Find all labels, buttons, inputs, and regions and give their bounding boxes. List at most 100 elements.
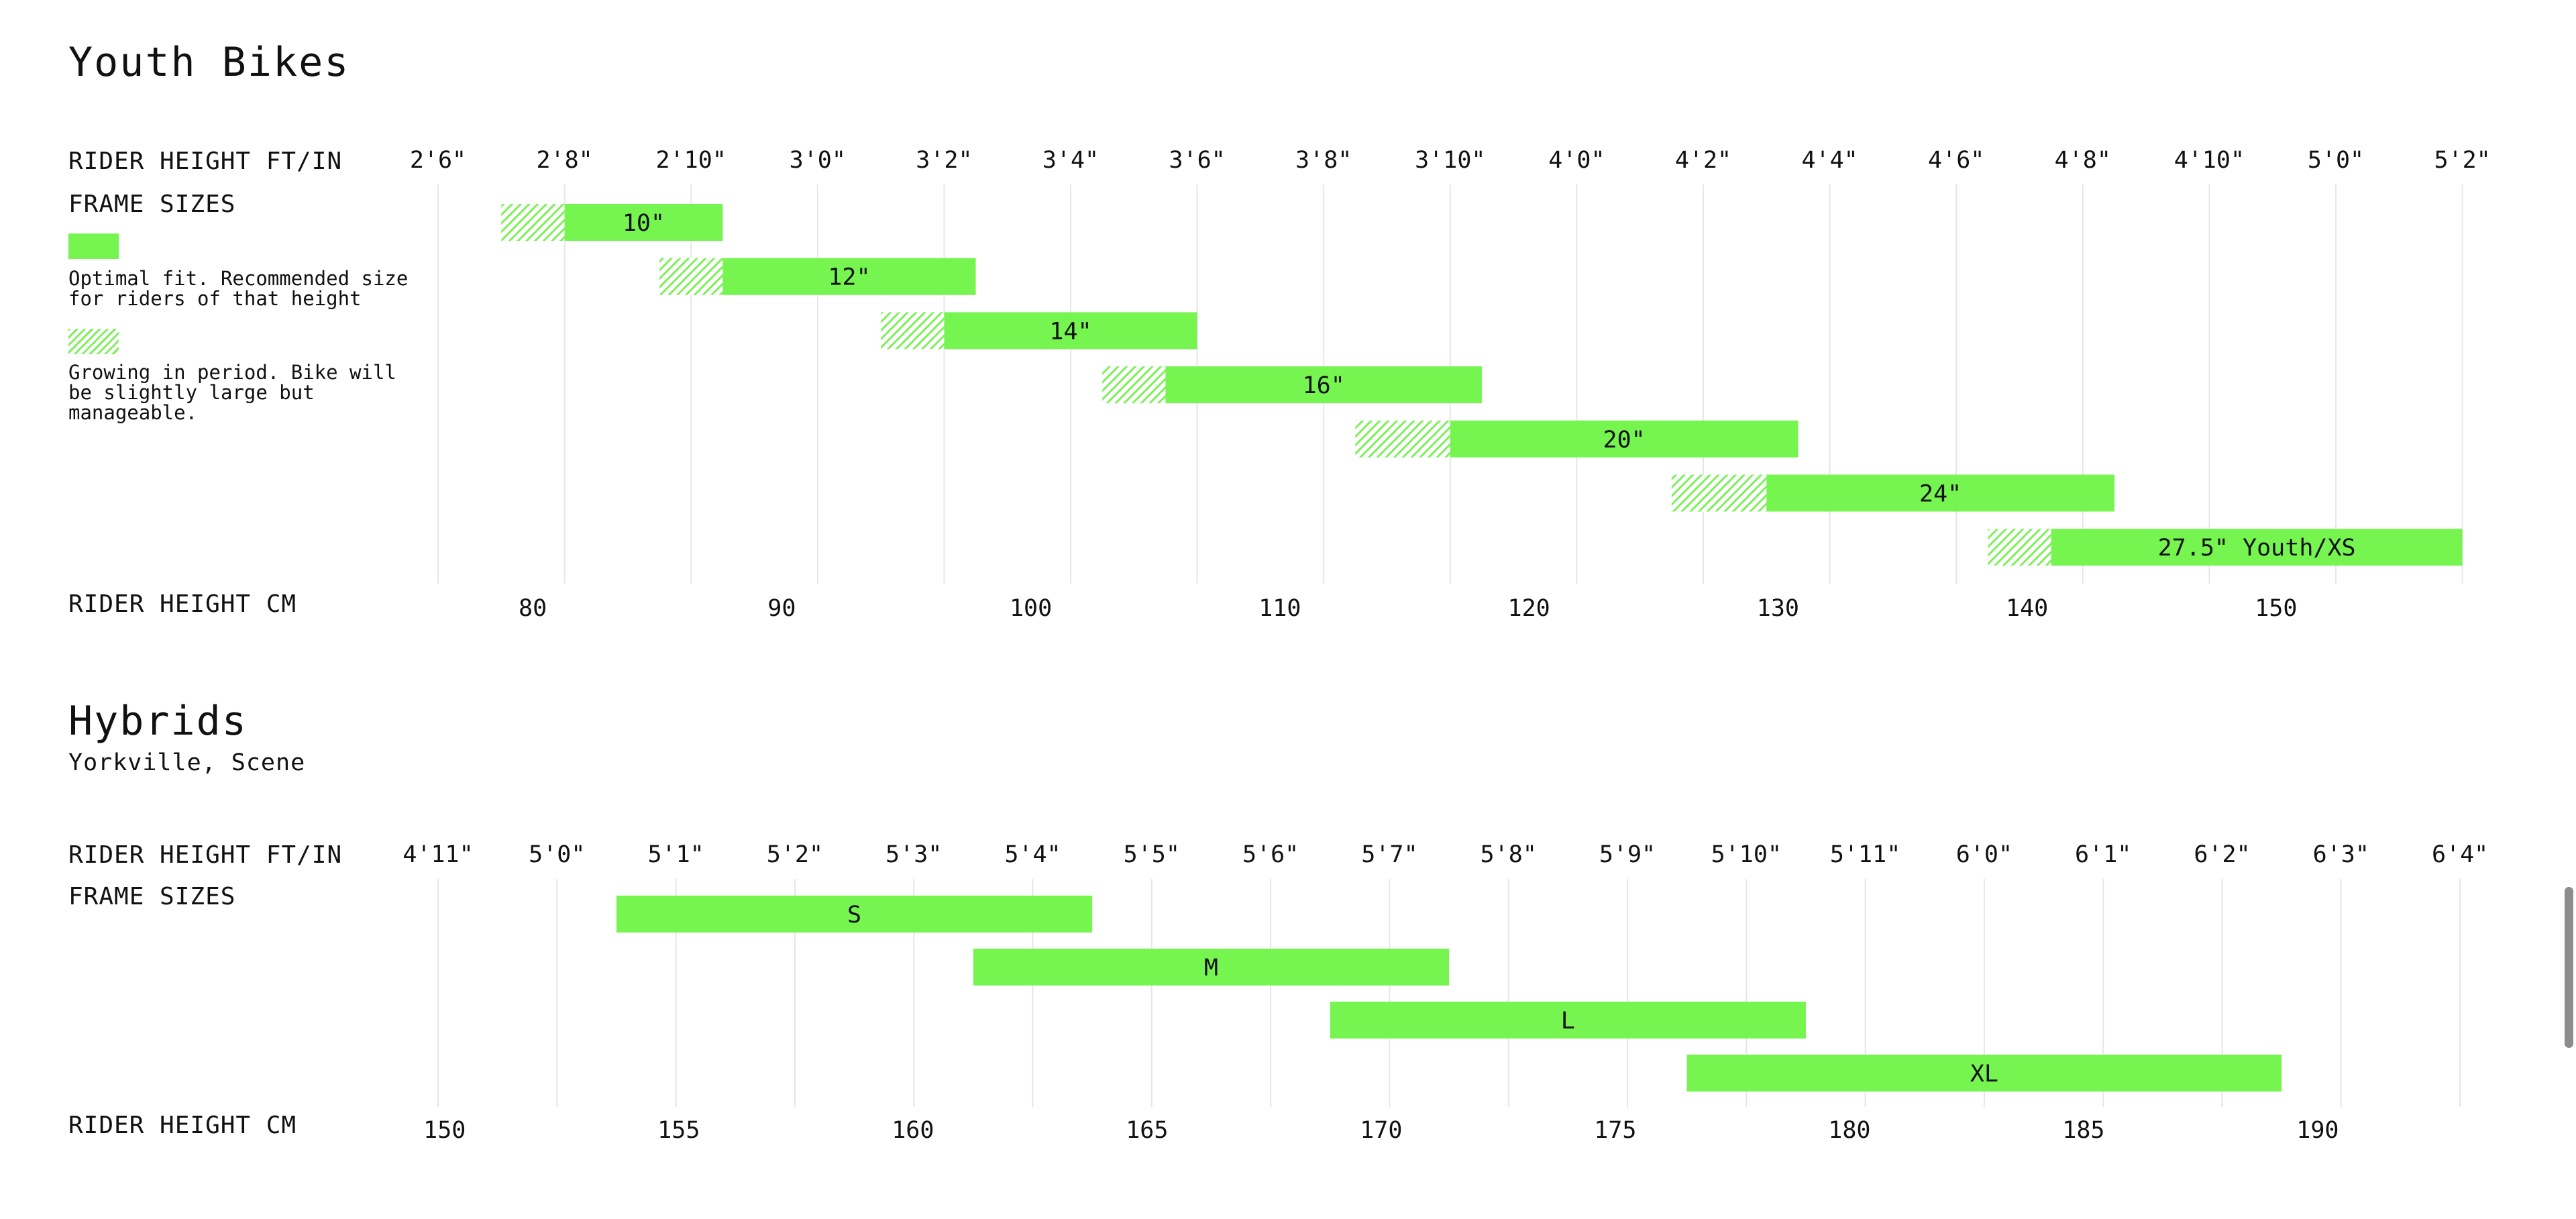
frame-size-label: XL: [1970, 1061, 1998, 1088]
frame-bar-2: 12": [659, 258, 976, 295]
ft-tick-label: 6'3": [2313, 841, 2369, 868]
optimal-segment: [1686, 1055, 2282, 1092]
frame-bar-7: 27.5" Youth/XS: [1988, 529, 2463, 566]
cm-tick-label: 190: [2296, 1117, 2339, 1144]
ft-tick-label: 5'6": [1242, 841, 1299, 868]
ft-tick-label: 5'2": [767, 841, 823, 868]
ft-tick-label: 5'8": [1481, 841, 1537, 868]
frame-size-label: S: [847, 902, 861, 929]
frame-bar-s: S: [616, 896, 1093, 933]
hybrids-frame-bars: S M L XL: [616, 896, 2282, 1092]
frame-size-label: 20": [1603, 427, 1646, 454]
ft-tick-label: 4'6": [1928, 147, 1984, 174]
frame-bar-m: M: [973, 949, 1450, 986]
youth-frame-bars: 10" 12" 14" 16" 20" 24" 27.5" Youth/XS: [501, 204, 2463, 566]
cm-tick-label: 160: [892, 1117, 934, 1144]
frame-size-label: M: [1204, 955, 1218, 982]
ft-tick-label: 6'4": [2432, 841, 2488, 868]
growing-segment: [1355, 420, 1450, 458]
cm-tick-label: 90: [767, 595, 796, 622]
growing-segment: [501, 204, 565, 241]
cm-tick-label: 155: [657, 1117, 700, 1144]
optimal-segment: [944, 312, 1197, 350]
cm-tick-label: 130: [1757, 595, 1799, 622]
ft-tick-label: 4'2": [1675, 147, 1731, 174]
frame-bar-5: 20": [1355, 420, 1799, 458]
ft-tick-label: 4'10": [2174, 147, 2245, 174]
ft-tick-label: 5'11": [1830, 841, 1900, 868]
frame-size-label: 14": [1049, 318, 1091, 345]
optimal-segment: [722, 258, 976, 295]
ft-tick-label: 5'9": [1599, 841, 1656, 868]
cm-tick-label: 175: [1594, 1117, 1636, 1144]
ft-tick-label: 5'10": [1711, 841, 1782, 868]
cm-tick-label: 100: [1010, 595, 1052, 622]
ft-tick-label: 4'0": [1548, 147, 1605, 174]
cm-tick-label: 110: [1258, 595, 1301, 622]
ft-tick-label: 3'8": [1295, 147, 1352, 174]
ft-tick-label: 5'5": [1124, 841, 1180, 868]
ft-tick-label: 4'11": [402, 841, 473, 868]
hybrids-size-chart: 4'11" 5'0" 5'1" 5'2" 5'3" 5'4" 5'5" 5'6" 5'7" 5'8…: [402, 841, 2488, 1144]
frame-bar-l: L: [1330, 1002, 1806, 1039]
growing-segment: [1102, 366, 1166, 404]
cm-tick-label: 150: [2255, 595, 2297, 622]
ft-tick-label: 3'6": [1169, 147, 1225, 174]
cm-tick-label: 150: [423, 1117, 466, 1144]
ft-tick-label: 6'1": [2075, 841, 2131, 868]
frame-size-label: 16": [1303, 372, 1345, 399]
frame-bar-1: 10": [501, 204, 723, 241]
youth-gridlines: [437, 184, 2463, 584]
frame-bar-xl: XL: [1686, 1055, 2282, 1092]
youth-rider-height-cm-label: RIDER HEIGHT CM: [68, 590, 297, 618]
ft-tick-label: 3'4": [1042, 147, 1099, 174]
hybrids-rider-height-ftin-label: RIDER HEIGHT FT/IN: [68, 841, 343, 869]
cm-tick-label: 180: [1828, 1117, 1870, 1144]
cm-tick-label: 165: [1126, 1117, 1168, 1144]
ft-tick-label: 5'3": [885, 841, 942, 868]
ft-tick-label: 5'0": [529, 841, 585, 868]
ft-tick-label: 5'1": [647, 841, 704, 868]
youth-ft-tick-labels: 2'6" 2'8" 2'10" 3'0" 3'2" 3'4" 3'6" 3'8" 3'10" 4'…: [410, 147, 2491, 174]
cm-tick-label: 140: [2006, 595, 2048, 622]
growing-segment: [881, 312, 945, 350]
frame-bar-6: 24": [1671, 474, 2114, 512]
frame-size-label: L: [1561, 1008, 1575, 1035]
frame-bar-3: 14": [881, 312, 1197, 350]
youth-frame-sizes-label: FRAME SIZES: [68, 191, 236, 218]
scrollbar-thumb[interactable]: [2565, 887, 2573, 1048]
legend-growing-text: Growing in period. Bike will be slightly…: [68, 361, 396, 424]
frame-size-label: 12": [828, 264, 870, 291]
ft-tick-label: 3'2": [916, 147, 972, 174]
cm-tick-label: 170: [1360, 1117, 1402, 1144]
legend-growing-swatch: [68, 329, 119, 354]
hybrids-title: Hybrids: [68, 698, 248, 745]
youth-bikes-title: Youth Bikes: [68, 39, 350, 86]
optimal-segment: [1766, 474, 2114, 512]
cm-tick-label: 80: [519, 595, 547, 622]
optimal-segment: [1330, 1002, 1806, 1039]
cm-tick-label: 185: [2062, 1117, 2104, 1144]
growing-segment: [659, 258, 723, 295]
frame-size-label: 27.5" Youth/XS: [2158, 535, 2356, 562]
ft-tick-label: 5'0": [2308, 147, 2364, 174]
ft-tick-label: 2'10": [656, 147, 727, 174]
ft-tick-label: 5'7": [1361, 841, 1417, 868]
growing-segment: [1671, 474, 1767, 512]
ft-tick-label: 4'8": [2055, 147, 2111, 174]
optimal-segment: [1450, 420, 1799, 458]
ft-tick-label: 3'10": [1415, 147, 1485, 174]
youth-cm-tick-labels: 80 90 100 110 120 130 140 150: [519, 595, 2298, 622]
ft-tick-label: 6'0": [1956, 841, 2012, 868]
hybrids-cm-tick-labels: 150 155 160 165 170 175 180 185 190: [423, 1117, 2339, 1144]
optimal-segment: [616, 896, 1093, 933]
hybrids-frame-sizes-label: FRAME SIZES: [68, 883, 236, 910]
ft-tick-label: 6'2": [2194, 841, 2250, 868]
hybrids-ft-tick-labels: 4'11" 5'0" 5'1" 5'2" 5'3" 5'4" 5'5" 5'6" 5'7" 5'8…: [402, 841, 2488, 868]
optimal-segment: [973, 949, 1450, 986]
optimal-segment: [1165, 366, 1482, 404]
legend-optimal-swatch: [68, 233, 119, 259]
optimal-segment: [2051, 529, 2463, 566]
hybrids-subtitle: Yorkville, Scene: [68, 749, 306, 776]
frame-bar-4: 16": [1102, 366, 1482, 404]
